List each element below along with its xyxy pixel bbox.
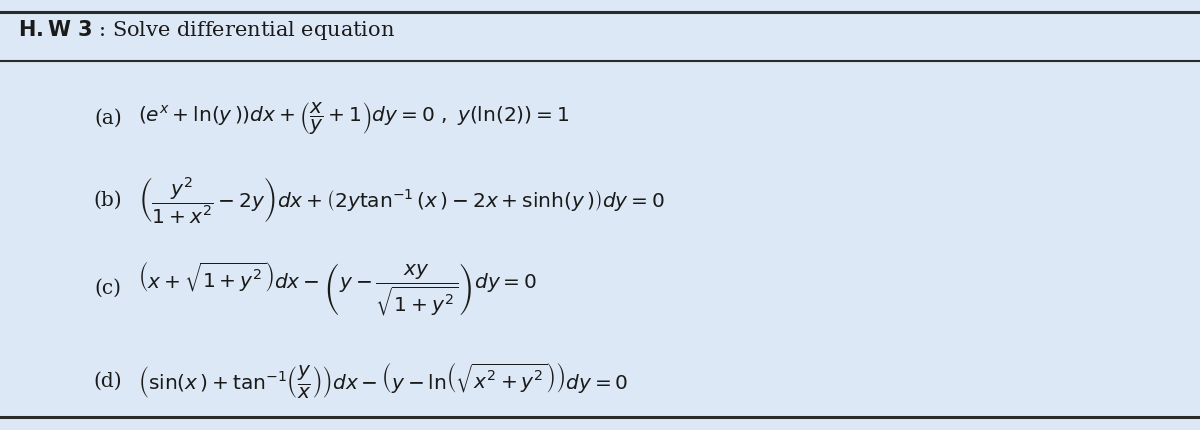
Text: (c): (c) [95,279,121,298]
Text: $\left(\sin(x\,)+\tan^{-1}\!\left(\dfrac{y}{x}\right)\right)dx-\left(y-\ln\!\lef: $\left(\sin(x\,)+\tan^{-1}\!\left(\dfrac… [138,361,629,400]
Text: $(e^{x}+\ln(y\,))dx+\left(\dfrac{x}{y}+1\right)dy=0\ ,\ y\left(\ln(2)\right)=1$: $(e^{x}+\ln(y\,))dx+\left(\dfrac{x}{y}+1… [138,100,569,136]
Text: $\left(x+\sqrt{1+y^{2}}\right)dx-\left(y-\dfrac{xy}{\sqrt{1+y^{2}}}\right)dy=0$: $\left(x+\sqrt{1+y^{2}}\right)dx-\left(y… [138,259,538,317]
Text: (b): (b) [94,190,122,209]
Text: (a): (a) [94,109,122,128]
Text: $\left(\dfrac{y^{2}}{1+x^{2}}-2y\right)dx+\left(2y\tan^{-1}(x\,)-2x+\sinh(y\,)\r: $\left(\dfrac{y^{2}}{1+x^{2}}-2y\right)d… [138,175,665,225]
Text: $\mathbf{H.W\ 3}$ : Solve differential equation: $\mathbf{H.W\ 3}$ : Solve differential e… [18,18,395,42]
Text: (d): (d) [94,371,122,390]
